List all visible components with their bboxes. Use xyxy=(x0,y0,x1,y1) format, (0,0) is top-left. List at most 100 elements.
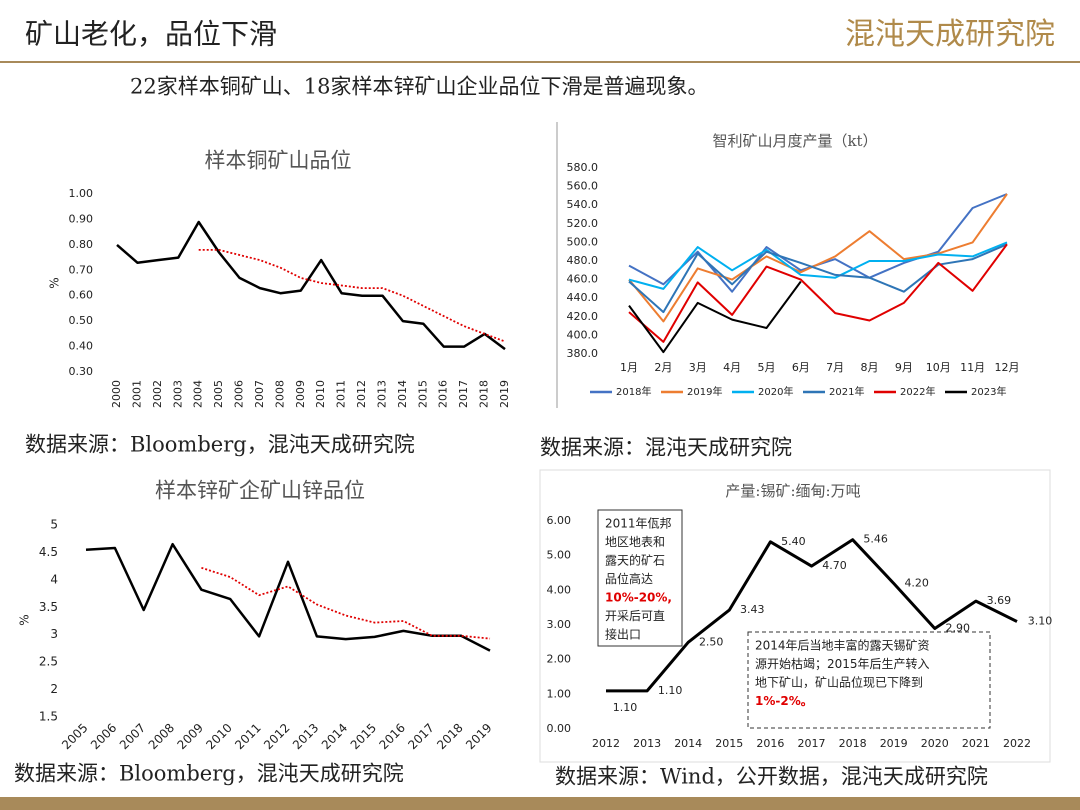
line-series xyxy=(628,243,1008,343)
y-tick-label: 500.0 xyxy=(567,235,599,248)
x-tick-label: 2017 xyxy=(798,737,826,750)
x-tick-label: 2002 xyxy=(151,380,164,408)
x-tick-label: 2016 xyxy=(756,737,784,750)
legend-label: 2021年 xyxy=(829,385,864,398)
x-tick-label: 2009 xyxy=(294,380,307,408)
line-series xyxy=(628,193,1008,323)
line-series xyxy=(85,542,491,652)
x-tick-label: 5月 xyxy=(757,361,775,374)
x-tick-label: 2007 xyxy=(253,380,266,408)
data-label: 5.40 xyxy=(781,535,806,548)
x-tick-label: 2020 xyxy=(921,737,949,750)
legend-label: 2019年 xyxy=(687,385,722,398)
y-tick-label: 580.0 xyxy=(567,161,599,174)
annotation-text: 2011年佤邦 xyxy=(605,517,672,531)
x-tick-label: 2013 xyxy=(633,737,661,750)
line-series xyxy=(628,241,1008,290)
data-label: 3.69 xyxy=(987,594,1012,607)
x-tick-label: 2月 xyxy=(654,361,672,374)
x-tick-label: 2018 xyxy=(839,737,867,750)
x-tick-label: 1月 xyxy=(620,361,638,374)
y-tick-label: 6.00 xyxy=(547,514,572,527)
x-tick-label: 2015 xyxy=(416,380,429,408)
chart-frame xyxy=(539,469,1051,763)
y-tick-label: 0.30 xyxy=(69,365,94,378)
annotation-text: 品位高达 xyxy=(605,571,653,586)
y-tick-label: 3 xyxy=(50,627,58,641)
line-series xyxy=(116,220,506,351)
y-tick-label: 0.70 xyxy=(69,263,94,276)
subtitle: 22家样本铜矿山、18家样本锌矿山企业品位下滑是普遍现象。 xyxy=(130,75,708,99)
y-tick-label: 440.0 xyxy=(567,291,599,304)
data-label: 3.10 xyxy=(1028,615,1053,628)
x-tick-label: 2000 xyxy=(110,380,123,408)
chart-title: 样本锌矿企矿山锌品位 xyxy=(155,479,365,503)
annotation-box xyxy=(747,631,991,729)
data-label: 2.90 xyxy=(946,621,971,634)
y-tick-label: 460.0 xyxy=(567,273,599,286)
chart-title: 产量:锡矿:缅甸:万吨 xyxy=(725,482,860,500)
x-tick-label: 12月 xyxy=(995,361,1020,374)
annotation-text: 开采后可直 xyxy=(605,609,665,623)
line-series xyxy=(198,249,506,343)
y-tick-label: 1.00 xyxy=(547,687,572,700)
x-tick-label: 2001 xyxy=(130,380,143,408)
y-tick-label: 0.50 xyxy=(69,314,94,327)
y-tick-label: 0.00 xyxy=(547,722,572,735)
annotation-text: 1%-2%。 xyxy=(755,694,813,708)
legend-label: 2020年 xyxy=(758,385,793,398)
x-tick-label: 2021 xyxy=(962,737,990,750)
x-tick-label: 2013 xyxy=(375,380,388,408)
y-tick-label: 560.0 xyxy=(567,180,599,193)
y-tick-label: 2.00 xyxy=(547,653,572,666)
y-tick-label: 2 xyxy=(50,682,58,696)
y-tick-label: 0.60 xyxy=(69,289,94,302)
y-tick-label: 0.40 xyxy=(69,340,94,353)
header-rule xyxy=(0,61,1080,63)
annotation-text: 地区地表和 xyxy=(605,535,665,549)
x-tick-label: 2004 xyxy=(192,380,205,408)
x-tick-label: 2003 xyxy=(171,380,184,408)
x-tick-label: 2006 xyxy=(233,380,246,408)
x-tick-label: 2005 xyxy=(212,380,225,408)
line-series xyxy=(201,566,491,640)
annotation-text: 2014年后当地丰富的露天锡矿资 xyxy=(755,638,930,653)
x-tick-label: 3月 xyxy=(689,361,707,374)
y-tick-label: 480.0 xyxy=(567,254,599,267)
chart-title: 智利矿山月度产量（kt） xyxy=(712,132,877,150)
source: 数据来源：Bloomberg，混沌天成研究院 xyxy=(25,433,415,457)
x-tick-label: 2016 xyxy=(437,380,450,408)
data-label: 1.10 xyxy=(658,684,683,697)
x-tick-label: 2014 xyxy=(674,737,702,750)
x-tick-label: 9月 xyxy=(895,361,913,374)
y-tick-label: 380.0 xyxy=(567,347,599,360)
x-tick-label: 2022 xyxy=(1003,737,1031,750)
y-tick-label: 3.5 xyxy=(39,600,58,614)
x-tick-label: 2010 xyxy=(314,380,327,408)
y-tick-label: 1.00 xyxy=(69,187,94,200)
x-tick-label: 2012 xyxy=(355,380,368,408)
annotation-text: 接出口 xyxy=(605,627,641,642)
y-tick-label: 4.00 xyxy=(547,583,572,596)
annotation-text: 源开始枯竭；2015年后生产转入 xyxy=(755,656,930,671)
y-tick-label: 1.5 xyxy=(39,710,58,724)
x-tick-label: 7月 xyxy=(826,361,844,374)
y-tick-label: 0.90 xyxy=(69,212,94,225)
y-tick-label: 4 xyxy=(50,572,58,586)
x-tick-label: 2019 xyxy=(880,737,908,750)
x-tick-label: 10月 xyxy=(926,361,951,374)
x-tick-label: 2014 xyxy=(396,380,409,408)
x-tick-label: 2019 xyxy=(498,380,511,408)
y-tick-label: 2.5 xyxy=(39,655,58,669)
x-tick-label: 11月 xyxy=(960,361,985,374)
x-tick-label: 2008 xyxy=(273,380,286,408)
data-label: 4.20 xyxy=(904,576,929,589)
data-label: 3.43 xyxy=(740,603,765,616)
y-tick-label: 5 xyxy=(50,518,58,532)
line-series xyxy=(628,280,802,354)
y-tick-label: 520.0 xyxy=(567,217,599,230)
x-tick-label: 8月 xyxy=(861,361,879,374)
y-tick-label: 4.5 xyxy=(39,545,58,559)
annotation-text: 地下矿山，矿山品位现已下降到 xyxy=(755,675,923,690)
